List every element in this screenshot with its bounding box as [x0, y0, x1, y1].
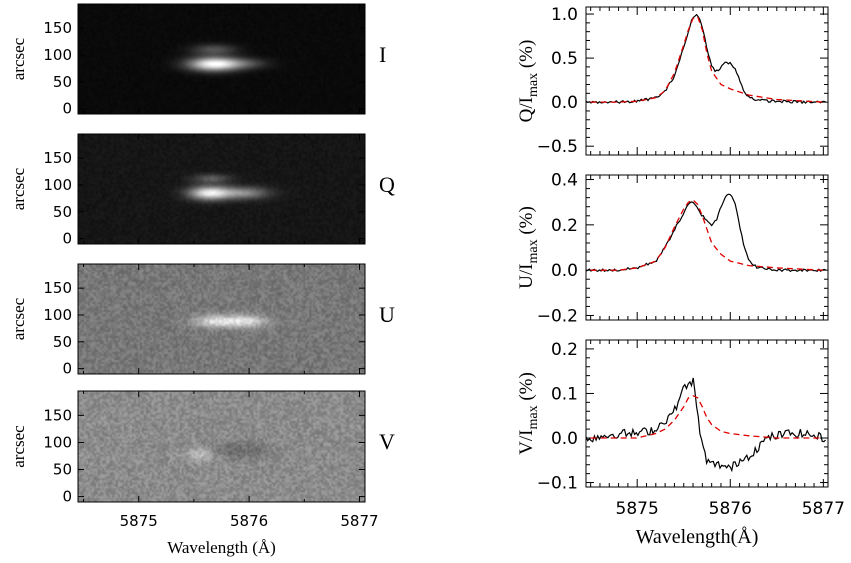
ytick-label: 0.1 [551, 384, 578, 404]
ytick-label: 100 [43, 433, 72, 451]
ytick-label: 50 [53, 73, 72, 91]
ylabel-arcsec: arcsec [9, 425, 28, 468]
ytick-label: 50 [53, 461, 72, 479]
ytick-label: −0.1 [537, 474, 578, 494]
ytick-label: 0.0 [551, 261, 578, 281]
xtick-label: 5877 [802, 499, 845, 519]
ytick-label: 0 [62, 488, 72, 506]
ylabel-v: V/Imax (%) [516, 372, 541, 455]
heatmap-image-v [78, 391, 365, 502]
series-model-dashed-line [590, 199, 824, 271]
ytick-label: 1.0 [551, 5, 578, 25]
heatmap-image-u [78, 264, 365, 374]
heatmap-frame [77, 3, 366, 115]
ytick-label: −0.2 [537, 306, 578, 326]
series-observed-line [585, 13, 826, 105]
ylabel-arcsec: arcsec [9, 297, 28, 340]
line-panel-v: 0.2 0.1 0.0 −0.1 V/Imax (%) 5875 5876 5877 Wavel… [516, 339, 845, 548]
ytick-label: 0 [62, 100, 72, 118]
panel-label-i: I [379, 42, 386, 67]
ylabel-u: U/Imax (%) [516, 206, 541, 289]
ytick-label: 0.4 [551, 171, 578, 191]
ytick-label: 0 [62, 360, 72, 378]
panel-label-v: V [379, 429, 395, 454]
series-observed-line [585, 377, 826, 473]
plot-frame [585, 6, 829, 156]
ytick-label: 0.0 [551, 93, 578, 113]
heatmap-panel-u: 0 50 100 150 arcsec U [9, 263, 395, 378]
heatmap-panel-q: 0 50 100 150 arcsec Q [9, 133, 395, 248]
ytick-label: 100 [43, 306, 72, 324]
ytick-label: 150 [43, 279, 72, 297]
plot-frame [585, 339, 829, 488]
line-panel-q: 1.0 0.5 0.0 −0.5 Q/Imax (%) [516, 5, 829, 157]
ylabel-q: Q/Imax (%) [516, 40, 541, 123]
ytick-label: 0.0 [551, 429, 578, 449]
ytick-label: 50 [53, 203, 72, 221]
series-observed-line [585, 193, 826, 273]
series-model-dashed-line [590, 394, 824, 439]
xlabel-left: Wavelength (Å) [167, 538, 276, 557]
ytick-label: 0.2 [551, 216, 578, 236]
ytick-label: 100 [43, 46, 72, 64]
heatmap-frame [77, 133, 366, 245]
series-model-dashed-line [590, 15, 824, 103]
ylabel-arcsec: arcsec [9, 37, 28, 80]
panel-label-u: U [379, 302, 395, 327]
ylabel-arcsec: arcsec [9, 167, 28, 210]
heatmap-frame [77, 263, 366, 375]
ytick-label: 0.2 [551, 340, 578, 360]
line-panel-u: 0.4 0.2 0.0 −0.2 U/Imax (%) [516, 171, 829, 326]
ytick-label: −0.5 [537, 137, 578, 157]
ytick-label: 150 [43, 149, 72, 167]
xtick-label: 5875 [616, 499, 659, 519]
heatmap-image-q [78, 134, 365, 244]
xtick-label: 5877 [340, 512, 378, 530]
heatmap-frame [77, 390, 366, 503]
ytick-label: 100 [43, 176, 72, 194]
plot-frame [585, 174, 829, 321]
panel-label-q: Q [379, 172, 395, 197]
ytick-label: 0 [62, 230, 72, 248]
xtick-label: 5876 [230, 512, 268, 530]
ytick-label: 150 [43, 19, 72, 37]
heatmap-image-i [78, 4, 365, 114]
xtick-label: 5875 [120, 512, 158, 530]
ytick-label: 50 [53, 333, 72, 351]
xtick-label: 5876 [709, 499, 752, 519]
ytick-label: 0.5 [551, 49, 578, 69]
heatmap-panel-v: 0 50 100 150 arcsec V 5875 5876 5877 Wavelength (… [9, 390, 395, 557]
ytick-label: 150 [43, 406, 72, 424]
xlabel-right: Wavelength(Å) [636, 526, 759, 548]
heatmap-panel-i: 0 50 100 150 arcsec I [9, 3, 386, 118]
